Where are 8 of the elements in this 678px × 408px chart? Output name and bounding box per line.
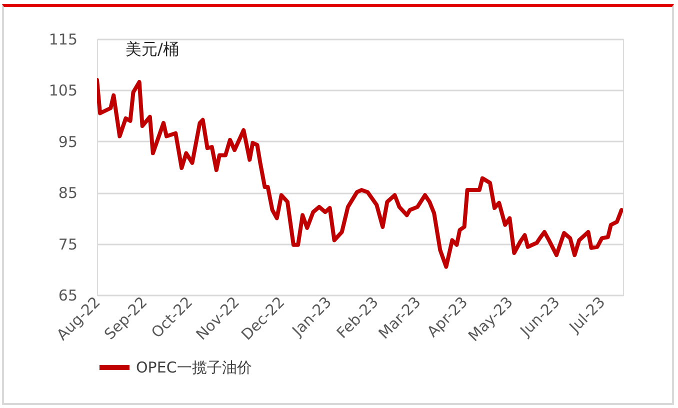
- y-tick-label: 115: [48, 30, 78, 48]
- y-tick-label: 75: [58, 235, 78, 254]
- y-tick-label: 105: [48, 82, 78, 100]
- line-series: [97, 78, 623, 269]
- legend-label: OPEC一揽子油价: [136, 358, 252, 376]
- y-tick-label: 95: [58, 132, 78, 151]
- y-axis-title: 美元/桶: [126, 40, 179, 58]
- y-tick-label: 85: [58, 184, 78, 202]
